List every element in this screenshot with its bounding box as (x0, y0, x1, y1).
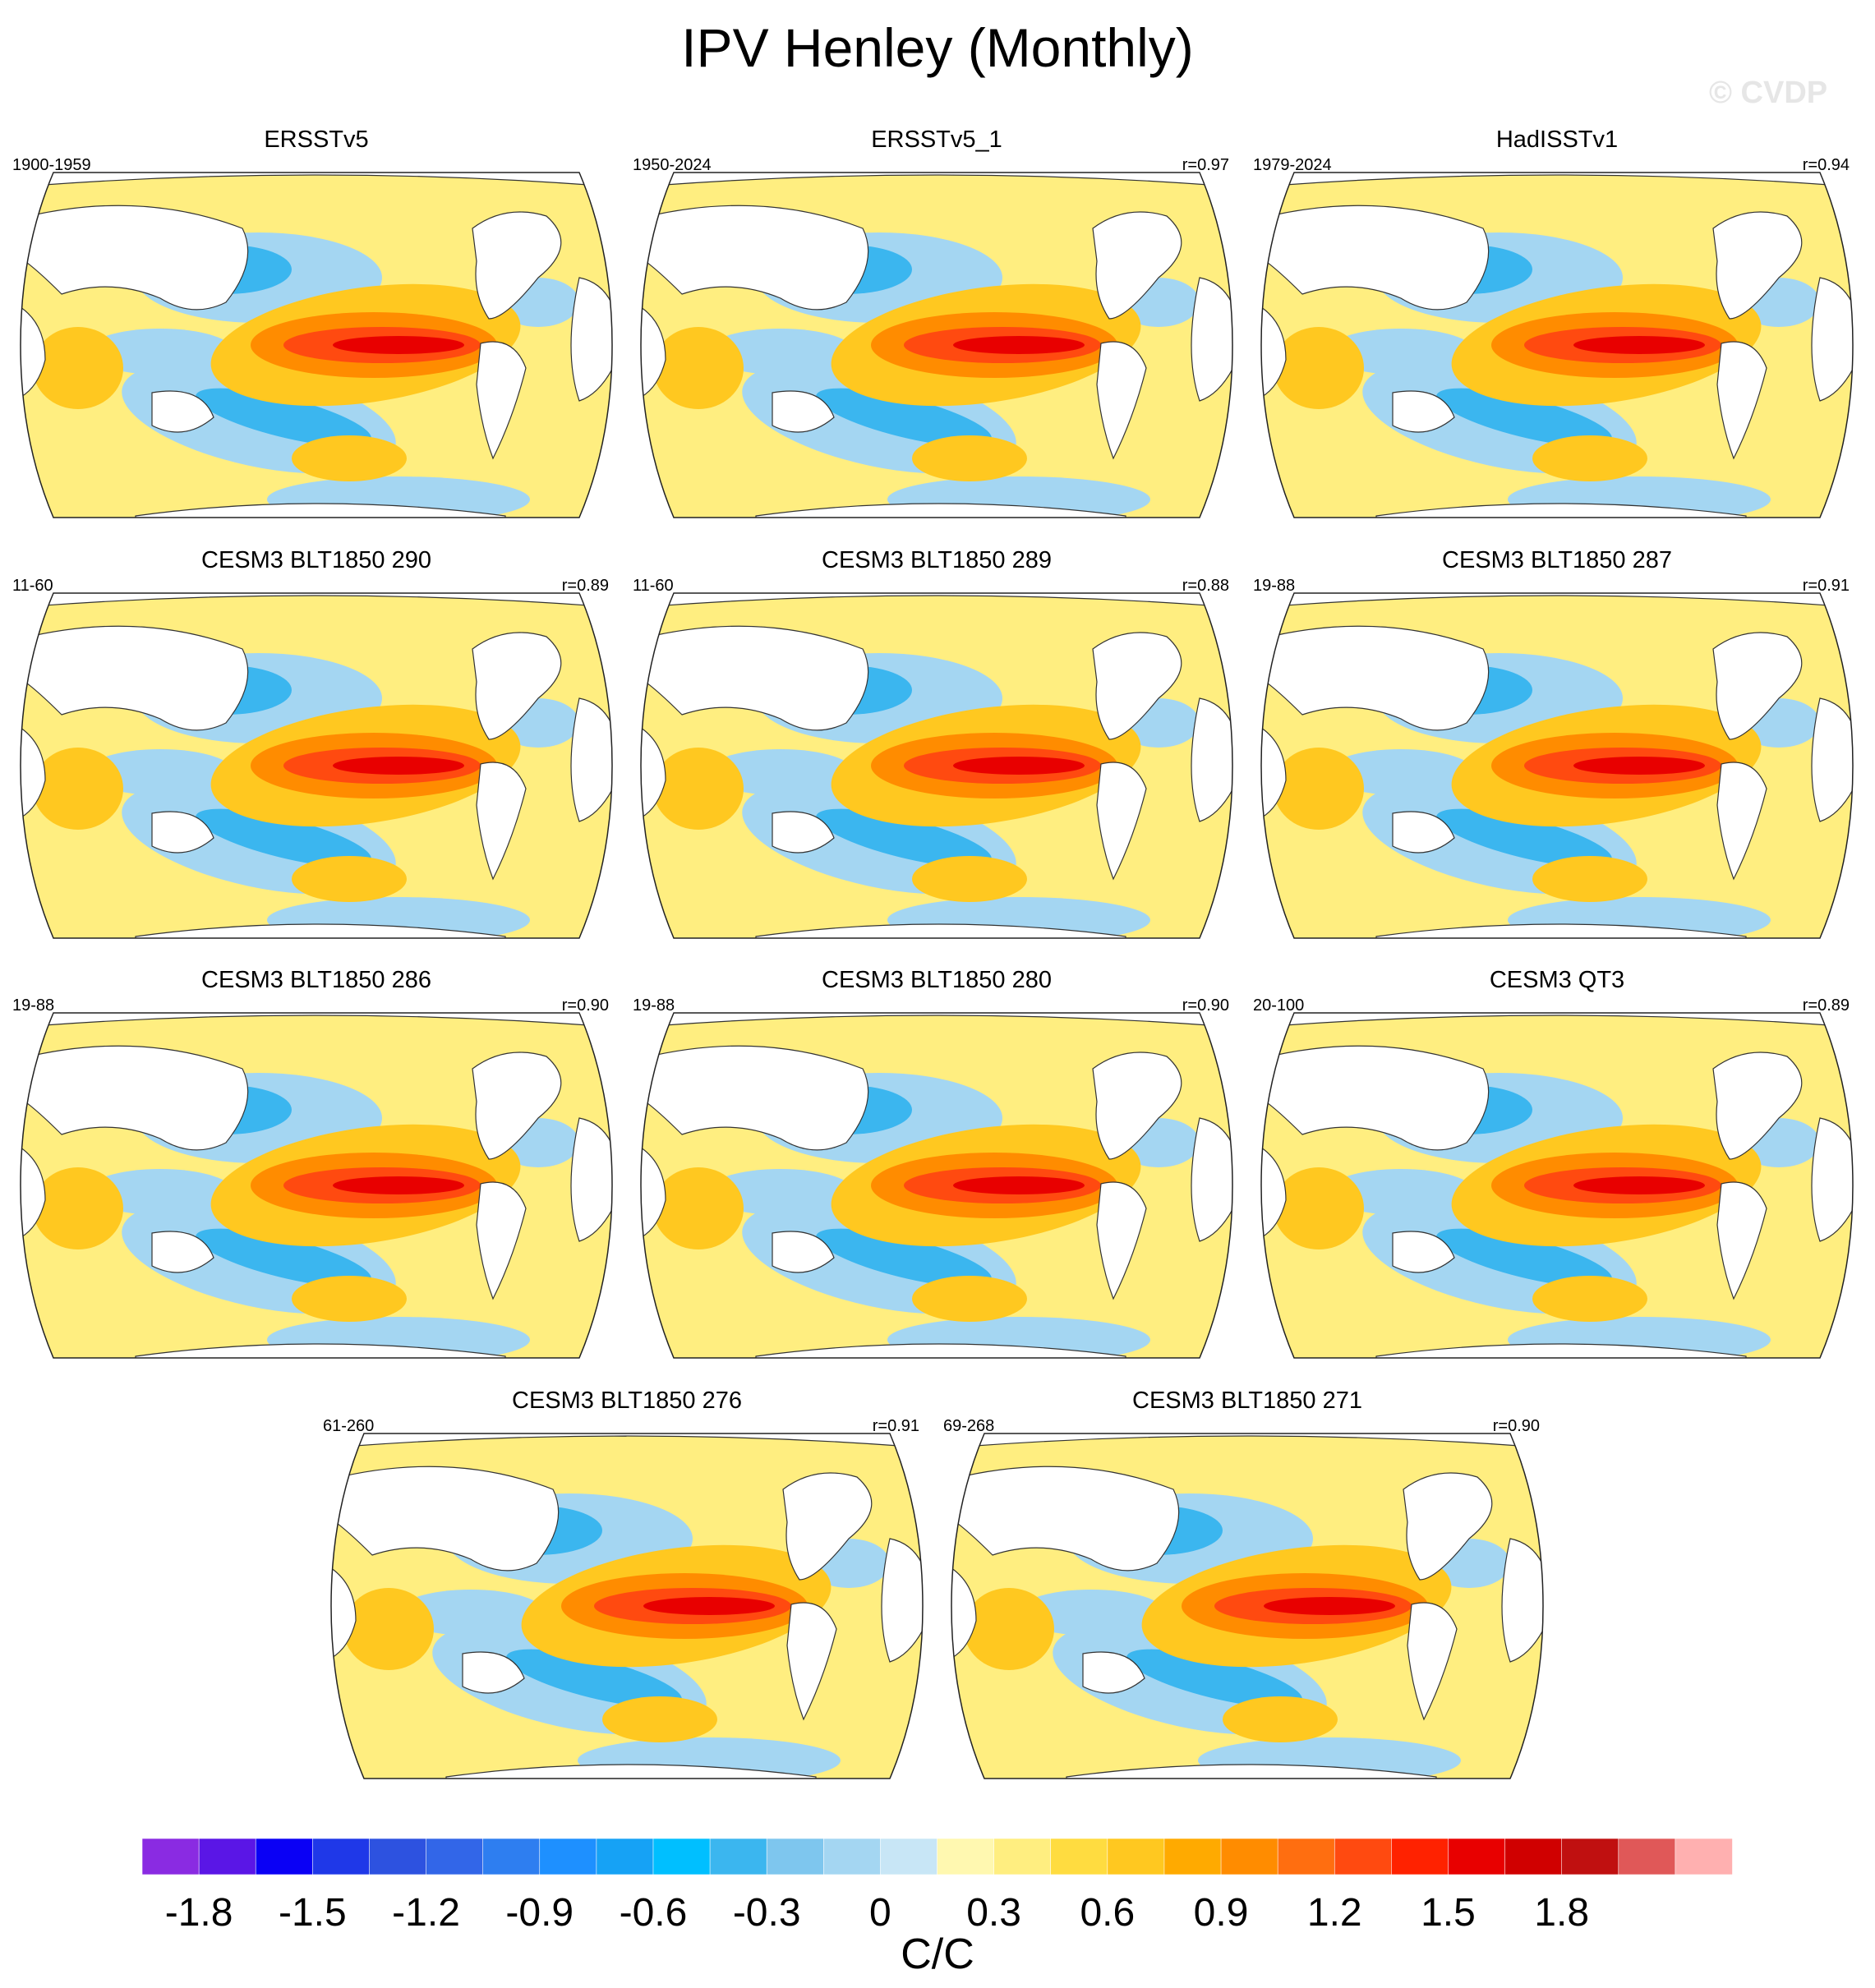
panel-period: 19-88 (1253, 577, 1296, 595)
colorbar-swatch (141, 1838, 200, 1875)
sst-regression-map (640, 172, 1233, 518)
sst-regression-map (640, 1012, 1233, 1359)
map-panel: ERSSTv5_1 1950-2024 r=0.97 (633, 123, 1241, 526)
colorbar (141, 1838, 1733, 1875)
colorbar-tick-label: -0.9 (505, 1891, 574, 1935)
colorbar-swatch (539, 1838, 597, 1875)
panel-correlation: r=0.88 (1182, 577, 1229, 595)
colorbar-swatch (937, 1838, 995, 1875)
colorbar-swatch (426, 1838, 484, 1875)
map-panel: ERSSTv5 1900-1959 (12, 123, 620, 526)
panel-title: HadISSTv1 (1495, 127, 1619, 153)
panel-correlation: r=0.97 (1182, 156, 1229, 174)
colorbar-units: C/C (901, 1930, 974, 1978)
panel-title: CESM3 BLT1850 280 (822, 967, 1052, 993)
colorbar-swatch (766, 1838, 825, 1875)
panel-period: 11-60 (633, 577, 674, 595)
colorbar-tick-label: -1.8 (164, 1891, 233, 1935)
colorbar-tick-label: -1.2 (392, 1891, 460, 1935)
sst-regression-map (1260, 172, 1854, 518)
colorbar-tick-label: -0.6 (619, 1891, 688, 1935)
colorbar-swatch (1220, 1838, 1278, 1875)
colorbar-swatch (596, 1838, 654, 1875)
sst-regression-map (20, 1012, 613, 1359)
panel-period: 1950-2024 (633, 156, 712, 174)
colorbar-swatch (1448, 1838, 1506, 1875)
map-panel: CESM3 BLT1850 290 11-60 r=0.89 (12, 544, 620, 946)
panel-title: CESM3 BLT1850 289 (822, 547, 1052, 573)
panel-period: 19-88 (12, 996, 55, 1015)
cvdp-watermark: © CVDP (1709, 76, 1828, 110)
colorbar-swatch (709, 1838, 767, 1875)
colorbar-swatch (1050, 1838, 1108, 1875)
panel-correlation: r=0.91 (1802, 577, 1850, 595)
panel-title: CESM3 BLT1850 290 (201, 547, 431, 573)
colorbar-tick-label: 0.6 (1080, 1891, 1136, 1935)
panel-period: 69-268 (943, 1417, 995, 1435)
colorbar-swatch (1618, 1838, 1676, 1875)
panel-period: 20-100 (1253, 996, 1305, 1015)
figure-title: IPV Henley (Monthly) (681, 17, 1194, 78)
colorbar-tick-label: -1.5 (278, 1891, 347, 1935)
map-panel: CESM3 BLT1850 271 69-268 r=0.90 (943, 1384, 1551, 1787)
colorbar-swatch (880, 1838, 938, 1875)
panel-correlation: r=0.89 (561, 577, 609, 595)
sst-regression-map (20, 172, 613, 518)
map-panel: CESM3 BLT1850 287 19-88 r=0.91 (1253, 544, 1861, 946)
panel-period: 11-60 (12, 577, 53, 595)
map-panel: CESM3 BLT1850 276 61-260 r=0.91 (323, 1384, 931, 1787)
map-panel: CESM3 BLT1850 280 19-88 r=0.90 (633, 964, 1241, 1366)
panel-title: CESM3 BLT1850 276 (512, 1387, 742, 1414)
sst-regression-map (20, 592, 613, 939)
colorbar-swatch (482, 1838, 541, 1875)
colorbar-swatch (993, 1838, 1052, 1875)
sst-regression-map (640, 592, 1233, 939)
colorbar-tick-label: 0.3 (966, 1891, 1021, 1935)
colorbar-swatch (1675, 1838, 1733, 1875)
panel-title: CESM3 BLT1850 287 (1442, 547, 1672, 573)
sst-regression-map (1260, 1012, 1854, 1359)
colorbar-tick-label: 1.8 (1534, 1891, 1590, 1935)
map-panel: CESM3 BLT1850 289 11-60 r=0.88 (633, 544, 1241, 946)
colorbar-swatch (822, 1838, 882, 1875)
panel-correlation: r=0.90 (1492, 1417, 1540, 1435)
panel-period: 1900-1959 (12, 156, 91, 174)
sst-regression-map (330, 1433, 924, 1779)
colorbar-swatch (312, 1838, 371, 1875)
colorbar-tick-label: -0.3 (732, 1891, 801, 1935)
colorbar-tick-label: 1.2 (1306, 1891, 1362, 1935)
panel-correlation: r=0.90 (561, 996, 609, 1015)
panel-period: 1979-2024 (1253, 156, 1332, 174)
panel-title: ERSSTv5 (264, 127, 369, 153)
panel-title: CESM3 QT3 (1489, 967, 1625, 993)
panel-correlation: r=0.89 (1802, 996, 1850, 1015)
colorbar-swatch (1334, 1838, 1393, 1875)
panel-title: CESM3 BLT1850 286 (201, 967, 431, 993)
map-panel: CESM3 QT3 20-100 r=0.89 (1253, 964, 1861, 1366)
colorbar-swatch (369, 1838, 427, 1875)
colorbar-swatch (1107, 1838, 1165, 1875)
colorbar-tick-label: 1.5 (1421, 1891, 1476, 1935)
colorbar-tick-label: 0.9 (1193, 1891, 1249, 1935)
panel-correlation: r=0.90 (1182, 996, 1229, 1015)
sst-regression-map (1260, 592, 1854, 939)
panel-period: 19-88 (633, 996, 675, 1015)
sst-regression-map (951, 1433, 1544, 1779)
panel-correlation: r=0.94 (1802, 156, 1850, 174)
colorbar-swatch (1277, 1838, 1336, 1875)
panel-title: CESM3 BLT1850 271 (1132, 1387, 1362, 1414)
colorbar-swatch (198, 1838, 257, 1875)
panel-correlation: r=0.91 (872, 1417, 919, 1435)
colorbar-swatch (1504, 1838, 1563, 1875)
map-panel: CESM3 BLT1850 286 19-88 r=0.90 (12, 964, 620, 1366)
colorbar-tick-label: 0 (869, 1891, 891, 1935)
map-panel: HadISSTv1 1979-2024 r=0.94 (1253, 123, 1861, 526)
colorbar-swatch (1391, 1838, 1449, 1875)
colorbar-swatch (652, 1838, 711, 1875)
panel-period: 61-260 (323, 1417, 375, 1435)
colorbar-swatch (1163, 1838, 1222, 1875)
panel-title: ERSSTv5_1 (871, 127, 1002, 153)
colorbar-swatch (255, 1838, 314, 1875)
colorbar-swatch (1561, 1838, 1619, 1875)
